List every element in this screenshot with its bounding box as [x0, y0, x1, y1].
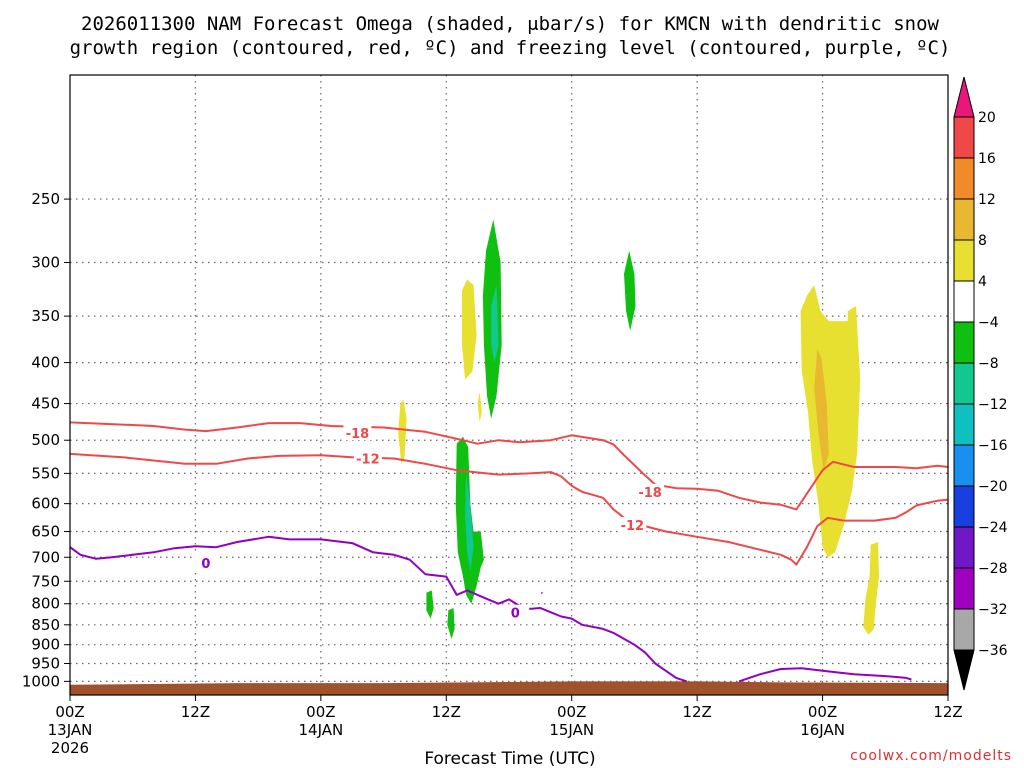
credit-text: coolwx.com/modelts — [850, 748, 1012, 764]
y-tick-label: 450 — [31, 395, 60, 413]
colorbar-label: −28 — [978, 561, 1008, 577]
y-tick-label: 700 — [31, 548, 60, 566]
colorbar-segment — [953, 567, 975, 610]
ground-layer — [70, 681, 948, 695]
x-tick-label: 00Z — [55, 703, 84, 721]
contour-label: -18 — [346, 427, 370, 442]
colorbar-label: −12 — [978, 397, 1008, 413]
colorbar-label: −20 — [978, 479, 1008, 495]
x-tick-label: 00Z — [808, 703, 837, 721]
omega-shaded-area — [462, 279, 477, 380]
y-tick-label: 400 — [31, 354, 60, 372]
y-tick-label: 900 — [31, 636, 60, 654]
contour-label: 0 — [511, 607, 520, 622]
contour-line — [69, 535, 688, 683]
x-axis-label: Forecast Time (UTC) — [424, 749, 595, 768]
colorbar: 20 16 12 8 4 −4 −8 −12 −16 −20 −24 −28 −32 −36 — [953, 76, 1008, 691]
colorbar-label: −8 — [978, 356, 999, 372]
contour-label-bg — [191, 555, 220, 571]
y-tick-label: 550 — [31, 464, 60, 482]
colorbar-segment — [953, 157, 975, 200]
contour-line — [738, 667, 912, 683]
colorbar-label: −36 — [978, 643, 1008, 659]
y-tick-label: 350 — [31, 307, 60, 325]
contour-label: -12 — [356, 453, 380, 468]
x-tick-label: 15JAN — [549, 721, 594, 739]
omega-shaded-area — [398, 399, 407, 464]
contour-label-bg — [343, 425, 372, 441]
contour-label: -18 — [638, 486, 662, 501]
y-tick-label: 850 — [31, 616, 60, 634]
colorbar-label: −4 — [978, 315, 999, 331]
y-tick-label: 950 — [31, 655, 60, 673]
colorbar-segment — [953, 239, 975, 282]
contour-label-bg — [618, 517, 647, 533]
y-tick-label: 500 — [31, 431, 60, 449]
x-tick-label: 12Z — [933, 703, 962, 721]
omega-shaded-area — [447, 608, 455, 639]
contour-line — [69, 452, 949, 566]
colorbar-label: 20 — [978, 110, 996, 126]
contour-label-bg — [501, 604, 530, 620]
chart-title-line1: 2026011300 NAM Forecast Omega (shaded, μ… — [81, 13, 939, 35]
x-tick-label: 13JAN — [48, 721, 93, 739]
colorbar-segment — [953, 362, 975, 405]
colorbar-label: −32 — [978, 602, 1008, 618]
omega-shaded-area — [465, 473, 474, 572]
omega-shaded-area — [426, 590, 434, 619]
colorbar-segment — [953, 198, 975, 241]
omega-shaded-area — [624, 250, 636, 331]
y-tick-label: 750 — [31, 572, 60, 590]
colorbar-segment — [953, 444, 975, 487]
y-tick-label: 600 — [31, 495, 60, 513]
x-tick-label: 00Z — [557, 703, 586, 721]
x-tick-label: 12Z — [181, 703, 210, 721]
colorbar-label: −24 — [978, 520, 1008, 536]
colorbar-segment — [953, 526, 975, 569]
omega-shaded-area — [800, 285, 861, 558]
omega-shaded-area — [477, 391, 482, 423]
colorbar-segment — [953, 403, 975, 446]
colorbar-bottom-triangle — [953, 649, 975, 691]
colorbar-label: 8 — [978, 233, 987, 249]
contour-label: 0 — [201, 557, 210, 572]
colorbar-segment — [953, 280, 975, 323]
contour-layer: -18 -12 -12 -18 0 0 — [69, 421, 949, 683]
colorbar-segment — [953, 321, 975, 364]
colorbar-label: 16 — [978, 151, 996, 167]
x-tick-label: 12Z — [682, 703, 711, 721]
contour-label: -12 — [621, 519, 645, 534]
x-tick-label: 00Z — [306, 703, 335, 721]
colorbar-top-triangle — [953, 76, 975, 118]
y-tick-label: 1000 — [22, 672, 60, 690]
omega-shaded-area — [863, 542, 879, 635]
y-tick-label: 650 — [31, 522, 60, 540]
plot-frame — [69, 74, 949, 696]
colorbar-segment — [953, 608, 975, 651]
contour-label-bg — [353, 450, 382, 466]
colorbar-label: 4 — [978, 274, 987, 290]
omega-shaded-area — [491, 285, 499, 363]
x-tick-label: 16JAN — [800, 721, 845, 739]
colorbar-segment — [953, 116, 975, 159]
x-tick-label: 2026 — [51, 739, 89, 757]
y-tick-label: 250 — [31, 190, 60, 208]
contour-label-bg — [636, 483, 665, 499]
y-tick-label: 800 — [31, 595, 60, 613]
x-tick-label: 12Z — [432, 703, 461, 721]
omega-shaded-area — [814, 349, 829, 471]
colorbar-label: 12 — [978, 192, 996, 208]
x-tick-label: 14JAN — [298, 721, 343, 739]
omega-shading-layer — [398, 219, 879, 639]
y-tick-label: 300 — [31, 254, 60, 272]
contour-line — [69, 421, 949, 511]
chart-title-line2: growth region (contoured, red, ºC) and f… — [70, 37, 951, 59]
colorbar-label: −16 — [978, 438, 1008, 454]
ground-terrain — [70, 681, 948, 695]
colorbar-segment — [953, 485, 975, 528]
